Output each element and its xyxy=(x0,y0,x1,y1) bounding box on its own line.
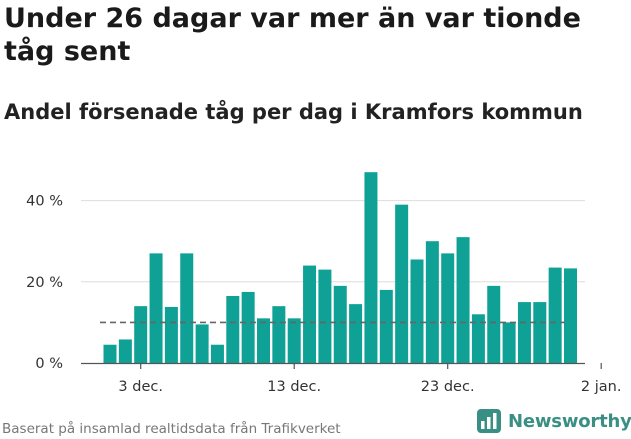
bar xyxy=(456,237,470,363)
bar xyxy=(395,204,409,363)
bar xyxy=(379,289,393,363)
bar xyxy=(303,265,317,363)
chart-subtitle: Andel försenade tåg per dag i Kramfors k… xyxy=(4,100,583,124)
bar xyxy=(487,285,501,363)
bar xyxy=(180,253,194,363)
y-tick-label: 0 % xyxy=(35,356,63,372)
bar xyxy=(272,306,286,363)
x-tick-label: 2 jan. xyxy=(581,379,622,395)
bar xyxy=(226,296,240,363)
bar xyxy=(441,253,455,363)
bar xyxy=(134,306,148,363)
newsworthy-brand[interactable]: Newsworthy xyxy=(476,408,631,434)
x-tick-label: 13 dec. xyxy=(267,379,321,395)
bar xyxy=(333,285,347,363)
bar xyxy=(210,344,224,363)
bar xyxy=(364,172,378,363)
bar xyxy=(195,324,209,363)
bar xyxy=(149,253,163,363)
chart-title: Under 26 dagar var mer än var tionde tåg… xyxy=(4,3,581,67)
bar xyxy=(471,314,485,363)
bar xyxy=(533,302,547,363)
brand-name: Newsworthy xyxy=(508,410,631,432)
bar xyxy=(410,259,424,363)
bar xyxy=(425,241,439,363)
bar xyxy=(103,344,117,363)
bar xyxy=(564,268,577,363)
x-tick-label: 3 dec. xyxy=(118,379,163,395)
bar xyxy=(502,322,516,363)
bar xyxy=(548,267,562,363)
bar xyxy=(257,318,270,363)
bar xyxy=(517,302,531,363)
bar xyxy=(287,318,301,363)
bar xyxy=(349,304,363,363)
bar xyxy=(241,291,255,363)
bar xyxy=(118,339,132,363)
newsworthy-logo-icon xyxy=(477,409,501,433)
bar xyxy=(164,306,178,363)
y-tick-label: 40 % xyxy=(26,194,63,210)
x-tick-label: 23 dec. xyxy=(421,379,475,395)
source-note: Baserat på insamlad realtidsdata från Tr… xyxy=(2,421,341,437)
bar xyxy=(318,269,332,363)
y-tick-label: 20 % xyxy=(26,275,63,291)
